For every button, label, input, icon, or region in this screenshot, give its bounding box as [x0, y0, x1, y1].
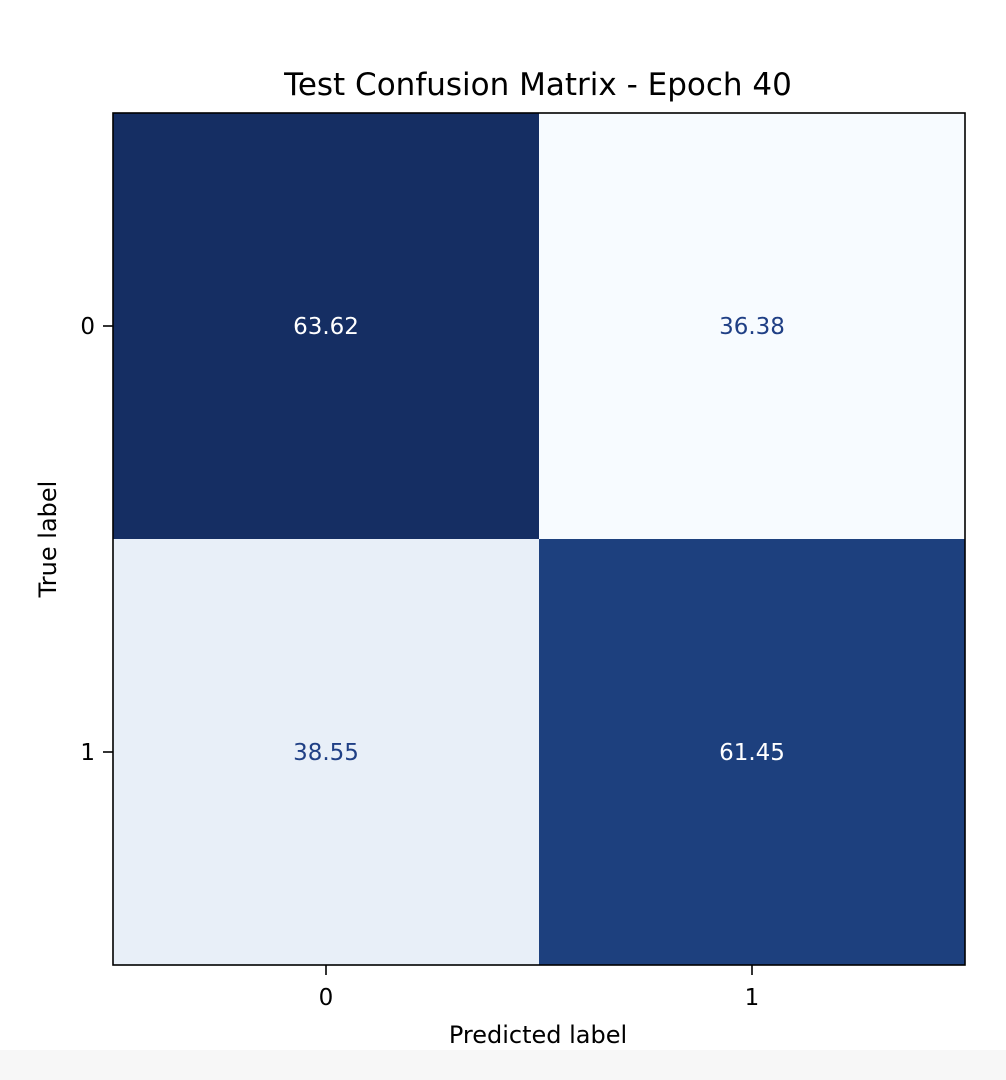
confusion-matrix-chart: Test Confusion Matrix - Epoch 40 63.62 36…: [34, 67, 966, 1049]
y-tick-label-1: 1: [80, 740, 95, 766]
cell-value-label-r0-c0: 63.62: [293, 314, 359, 340]
matrix-cell-r1-c0: [113, 539, 539, 965]
y-tick-label-0: 0: [80, 314, 95, 340]
x-axis-label: Predicted label: [449, 1021, 627, 1049]
chart-title: Test Confusion Matrix - Epoch 40: [283, 67, 792, 103]
cell-value-label-r1-c1: 61.45: [719, 740, 785, 766]
matrix-cells: [113, 113, 965, 965]
plot-frame: [112, 112, 966, 966]
y-axis-ticks: 01: [80, 314, 113, 766]
matrix-cell-r0-c0: [113, 113, 539, 539]
cell-value-labels: 63.62 36.38 38.55 61.45: [293, 314, 785, 766]
matrix-cell-r1-c1: [539, 539, 965, 965]
cell-value-label-r1-c0: 38.55: [293, 740, 359, 766]
matrix-cell-r0-c1: [539, 113, 965, 539]
x-tick-label-0: 0: [319, 985, 334, 1011]
bottom-strip: [0, 1050, 1006, 1080]
cell-value-label-r0-c1: 36.38: [719, 314, 785, 340]
x-tick-label-1: 1: [745, 985, 760, 1011]
y-axis-label: True label: [34, 481, 62, 599]
